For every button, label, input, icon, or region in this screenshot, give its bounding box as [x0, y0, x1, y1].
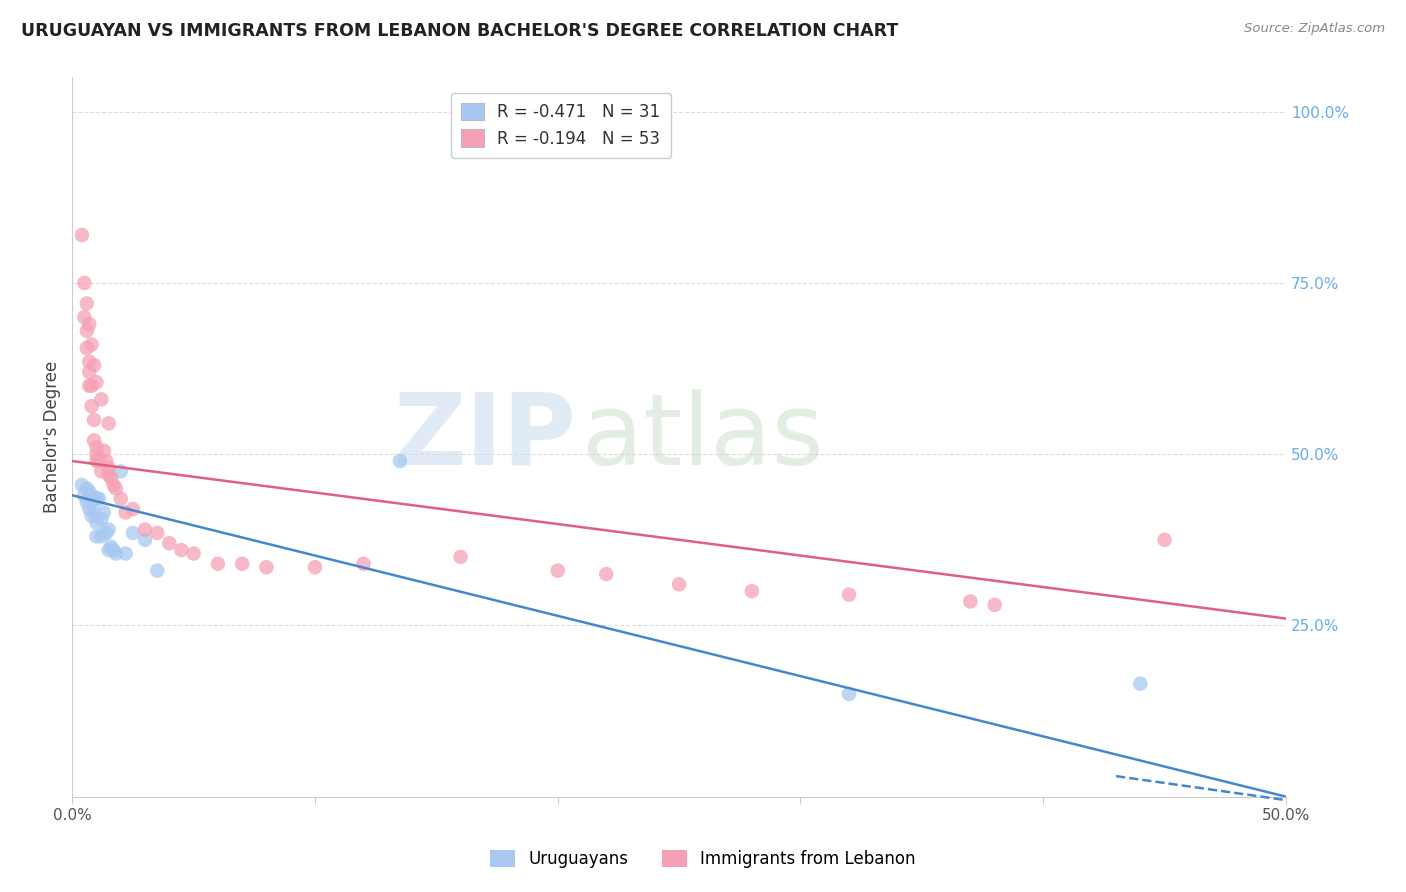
Point: [77, 365, 100, 379]
Point: [254, 560, 277, 574]
Point: [96, 454, 118, 468]
Point: [70, 478, 93, 492]
Point: [86, 491, 108, 506]
Legend: Uruguayans, Immigrants from Lebanon: Uruguayans, Immigrants from Lebanon: [484, 843, 922, 875]
Point: [114, 505, 136, 519]
Point: [77, 378, 100, 392]
Point: [76, 341, 98, 355]
Point: [304, 560, 326, 574]
Point: [983, 598, 1005, 612]
Point: [76, 495, 98, 509]
Point: [231, 557, 253, 571]
Point: [183, 547, 205, 561]
Point: [86, 376, 108, 390]
Text: Source: ZipAtlas.com: Source: ZipAtlas.com: [1244, 22, 1385, 36]
Point: [110, 491, 132, 506]
Point: [97, 543, 120, 558]
Point: [83, 505, 105, 519]
Point: [97, 461, 120, 475]
Point: [97, 467, 120, 482]
Legend: R = -0.471   N = 31, R = -0.194   N = 53: R = -0.471 N = 31, R = -0.194 N = 53: [451, 93, 671, 158]
Point: [80, 508, 103, 523]
Point: [73, 310, 96, 325]
Point: [90, 512, 112, 526]
Point: [668, 577, 690, 591]
Point: [100, 471, 122, 485]
Point: [114, 547, 136, 561]
Point: [104, 547, 127, 561]
Point: [76, 482, 98, 496]
Point: [547, 564, 569, 578]
Point: [90, 464, 112, 478]
Point: [77, 355, 100, 369]
Point: [838, 588, 860, 602]
Text: URUGUAYAN VS IMMIGRANTS FROM LEBANON BACHELOR'S DEGREE CORRELATION CHART: URUGUAYAN VS IMMIGRANTS FROM LEBANON BAC…: [21, 22, 898, 40]
Point: [80, 378, 103, 392]
Point: [170, 543, 193, 558]
Point: [83, 358, 105, 372]
Point: [122, 502, 145, 516]
Point: [97, 523, 120, 537]
Point: [83, 491, 105, 506]
Point: [741, 584, 763, 599]
Point: [80, 337, 103, 351]
Text: atlas: atlas: [582, 389, 824, 485]
Point: [450, 549, 472, 564]
Point: [86, 454, 108, 468]
Point: [146, 525, 169, 540]
Point: [93, 443, 115, 458]
Point: [70, 227, 93, 242]
Point: [76, 296, 98, 310]
Point: [134, 533, 156, 547]
Point: [100, 540, 122, 554]
Y-axis label: Bachelor's Degree: Bachelor's Degree: [44, 361, 60, 513]
Point: [77, 484, 100, 499]
Point: [87, 491, 110, 506]
Point: [1129, 676, 1152, 690]
Point: [77, 317, 100, 331]
Point: [90, 529, 112, 543]
Point: [1153, 533, 1175, 547]
Point: [86, 440, 108, 454]
Point: [207, 557, 229, 571]
Point: [388, 454, 411, 468]
Point: [134, 523, 156, 537]
Point: [73, 276, 96, 290]
Point: [103, 543, 125, 558]
Point: [838, 687, 860, 701]
Point: [104, 482, 127, 496]
Point: [73, 488, 96, 502]
Point: [353, 557, 375, 571]
Point: [122, 525, 145, 540]
Point: [80, 488, 103, 502]
Point: [83, 434, 105, 448]
Point: [86, 529, 108, 543]
Point: [83, 413, 105, 427]
Point: [77, 502, 100, 516]
Point: [595, 567, 617, 582]
Point: [93, 505, 115, 519]
Point: [157, 536, 180, 550]
Point: [103, 478, 125, 492]
Point: [86, 516, 108, 530]
Point: [96, 525, 118, 540]
Point: [76, 324, 98, 338]
Point: [87, 454, 110, 468]
Point: [110, 464, 132, 478]
Text: ZIP: ZIP: [394, 389, 576, 485]
Point: [90, 392, 112, 407]
Point: [146, 564, 169, 578]
Point: [80, 399, 103, 413]
Point: [959, 594, 981, 608]
Point: [86, 447, 108, 461]
Point: [97, 417, 120, 431]
